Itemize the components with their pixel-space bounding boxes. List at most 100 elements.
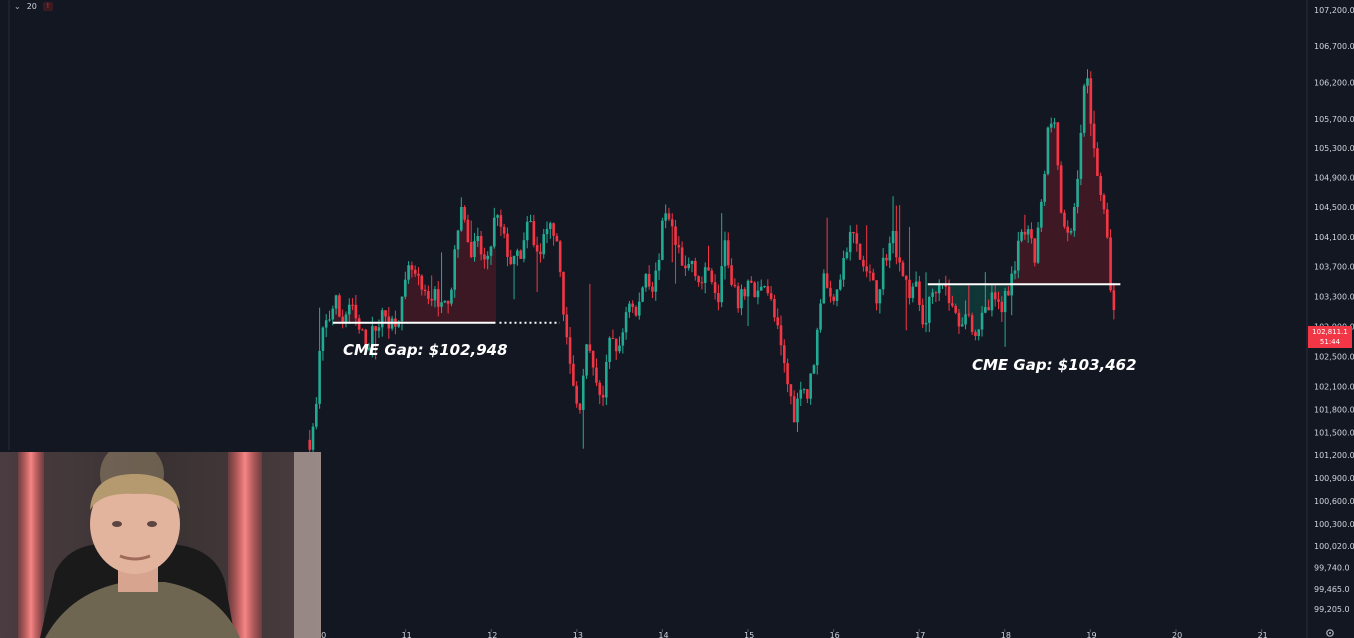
candle-body <box>460 206 463 231</box>
candle-body <box>763 286 766 288</box>
gap-fill-bar <box>950 284 955 304</box>
candle-body <box>924 322 928 325</box>
candle-body <box>496 215 499 218</box>
interval-label[interactable]: 20 <box>26 1 37 11</box>
time-axis[interactable]: 10 11 12 13 14 15 16 17 18 19 20 21 <box>316 629 1268 638</box>
time-tick-label: 15 <box>744 631 754 638</box>
gap-fill-bar <box>485 255 490 323</box>
gap-fill-bar <box>410 265 414 323</box>
gap-fill-bar <box>1102 195 1106 285</box>
candle-body <box>904 275 908 280</box>
candle-body <box>855 233 859 244</box>
gap-fill-bar <box>1098 176 1103 285</box>
alert-badge[interactable]: ! <box>42 1 53 11</box>
candle-body <box>1102 195 1106 210</box>
candle-body <box>324 320 328 328</box>
candle-body <box>1109 237 1112 291</box>
candle-body <box>545 228 549 235</box>
gap-fill-bar <box>472 241 477 323</box>
candle-body <box>611 337 615 339</box>
candle-body <box>430 298 433 301</box>
gap-fill-bar <box>1079 132 1083 285</box>
candle-body <box>980 312 984 330</box>
candle-body <box>598 382 602 395</box>
gear-icon[interactable] <box>1325 628 1335 638</box>
candle-body <box>453 249 457 290</box>
candle-body <box>450 289 453 304</box>
candle-body <box>812 365 816 374</box>
time-tick-label: 17 <box>915 631 925 638</box>
candle-body <box>1096 148 1099 177</box>
chart-top-controls: ⌄ 20 ! <box>14 0 53 12</box>
candle-body <box>624 312 628 333</box>
gap-fill-bar <box>1059 165 1063 285</box>
candle-body <box>664 213 667 221</box>
gap-fill-bar <box>1049 123 1053 285</box>
candle-body <box>516 250 519 256</box>
chevron-down-icon[interactable]: ⌄ <box>14 1 21 11</box>
candle-body <box>621 332 625 346</box>
candle-body <box>1007 290 1010 296</box>
candle-body <box>637 301 641 316</box>
candle-body <box>713 282 717 294</box>
candle-body <box>417 273 420 276</box>
candle-body <box>1023 231 1027 235</box>
gap-fill-bar <box>456 230 460 323</box>
gap-fill-bar <box>479 236 483 323</box>
candle-body <box>315 403 318 427</box>
candle-body <box>1099 176 1102 196</box>
candle-body <box>960 324 964 327</box>
price-tick-label: 101,500.0 <box>1314 428 1354 437</box>
gap-lines <box>332 283 1121 324</box>
candle-body <box>740 289 743 309</box>
price-tick-label: 101,800.0 <box>1314 405 1354 414</box>
bar-countdown: 51:44 <box>1319 338 1341 346</box>
gap-fill-bar <box>960 284 964 325</box>
candle-body <box>502 226 506 234</box>
gap-fill-bar <box>927 284 932 297</box>
gap-fill-bar <box>970 284 974 316</box>
candle-body <box>384 310 387 317</box>
price-tick-label: 99,465.0 <box>1314 585 1350 594</box>
candle-body <box>769 293 773 300</box>
candle-body <box>677 244 681 248</box>
gap-fill-bar <box>1000 284 1004 302</box>
candle-body <box>756 290 760 298</box>
gap-fill-bar <box>1056 122 1060 285</box>
candle-body <box>822 273 826 304</box>
gap-fill-bar <box>930 284 935 293</box>
candle-body <box>974 332 977 337</box>
time-tick-label: 19 <box>1086 631 1096 638</box>
candle-body <box>871 272 875 281</box>
candle-body <box>647 273 651 287</box>
candle-body <box>951 303 954 306</box>
gap-fill-bar <box>1066 226 1070 285</box>
price-axis[interactable]: 107,200.0 106,700.0 106,200.0 105,700.0 105,… <box>1314 6 1354 614</box>
candle-body <box>357 318 361 330</box>
candle-body <box>684 265 687 269</box>
candle-body <box>766 286 770 294</box>
candle-body <box>318 350 321 404</box>
candle-body <box>1040 201 1043 228</box>
candle-body <box>535 245 539 252</box>
candle-body <box>710 270 714 283</box>
candle-body <box>842 258 845 280</box>
gap-fill-bar <box>462 206 467 323</box>
shirt <box>45 582 240 638</box>
candle-body <box>687 264 691 269</box>
candle-body <box>885 257 888 261</box>
candle-body <box>581 375 585 410</box>
price-tick-label: 105,300.0 <box>1314 144 1354 153</box>
candle-body <box>492 217 496 247</box>
candle-body <box>934 292 938 294</box>
candle-body <box>628 303 631 313</box>
candle-body <box>334 295 338 309</box>
gap-fill-bar <box>1026 229 1030 285</box>
candle-body <box>469 242 473 258</box>
time-tick-label: 21 <box>1258 631 1268 638</box>
candle-body <box>858 243 862 260</box>
gap-fill-bar <box>466 219 470 323</box>
candle-body <box>338 295 341 317</box>
candle-body <box>413 269 417 274</box>
